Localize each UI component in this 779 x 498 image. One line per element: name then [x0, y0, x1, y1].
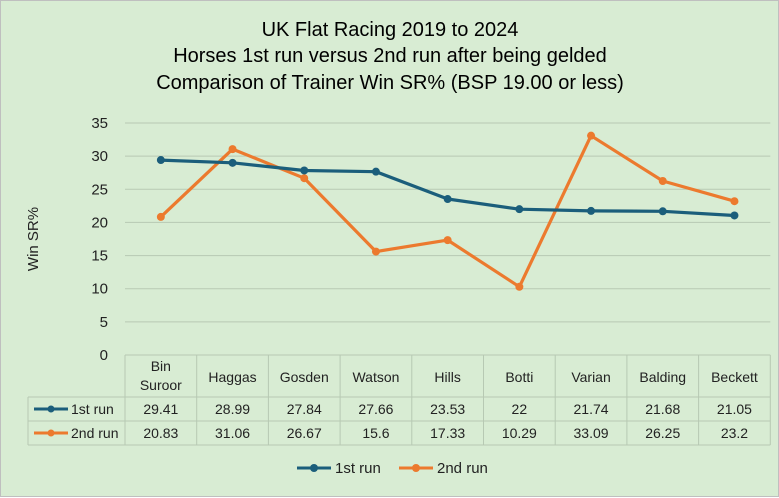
table-cell-s1-5: 22	[512, 401, 528, 417]
y-axis-label: Win SR%	[25, 207, 42, 271]
table-cell-s1-4: 23.53	[430, 401, 465, 417]
x-category-label-1: Haggas	[208, 369, 256, 385]
chart-title-line-1: UK Flat Racing 2019 to 2024	[262, 19, 519, 41]
data-point-s2-2	[300, 174, 309, 183]
x-category-label-5: Botti	[505, 369, 533, 385]
data-point-s2-6	[587, 131, 596, 140]
data-point-s1-5	[515, 205, 524, 214]
y-tick-label-20: 20	[91, 214, 108, 231]
x-category-label-0-line-2: Suroor	[140, 377, 182, 393]
legend-key-marker-1	[310, 464, 318, 472]
table-cell-s1-3: 27.66	[358, 401, 393, 417]
data-point-s1-2	[300, 166, 309, 175]
data-point-s1-1	[228, 158, 237, 167]
table-cell-s2-8: 23.2	[721, 425, 748, 441]
x-category-label-0-line-1: Bin	[151, 358, 171, 374]
data-point-s2-5	[515, 282, 524, 291]
data-point-s1-8	[730, 211, 739, 220]
table-series-name-1: 1st run	[71, 401, 114, 417]
table-cell-s1-8: 21.05	[717, 401, 752, 417]
table-cell-s2-7: 26.25	[645, 425, 680, 441]
table-legend-key-marker-1	[47, 405, 55, 413]
y-tick-label-10: 10	[91, 281, 108, 298]
table-cell-s2-6: 33.09	[574, 425, 609, 441]
y-tick-label-25: 25	[91, 181, 108, 198]
x-category-label-3: Watson	[352, 369, 399, 385]
y-tick-label-0: 0	[100, 347, 108, 364]
legend-label-1: 1st run	[335, 460, 381, 477]
data-point-s2-4	[443, 236, 452, 245]
y-tick-label-15: 15	[91, 248, 108, 265]
data-point-s2-0	[156, 212, 165, 221]
x-category-label-7: Balding	[639, 369, 686, 385]
table-series-name-2: 2nd run	[71, 425, 118, 441]
table-cell-s2-2: 26.67	[287, 425, 322, 441]
table-cell-s2-4: 17.33	[430, 425, 465, 441]
chart-title-line-2: Horses 1st run versus 2nd run after bein…	[173, 45, 607, 67]
data-point-s1-0	[156, 156, 165, 165]
table-cell-s1-6: 21.74	[574, 401, 609, 417]
table-cell-s1-1: 28.99	[215, 401, 250, 417]
y-tick-label-35: 35	[91, 115, 108, 132]
table-cell-s2-3: 15.6	[362, 425, 389, 441]
table-cell-s2-5: 10.29	[502, 425, 537, 441]
data-point-s2-3	[371, 247, 380, 256]
table-cell-s1-0: 29.41	[143, 401, 178, 417]
data-point-s1-7	[658, 207, 667, 216]
legend-label-2: 2nd run	[437, 460, 488, 477]
x-category-label-4: Hills	[434, 369, 460, 385]
table-legend-key-marker-2	[47, 429, 55, 437]
table-cell-s1-7: 21.68	[645, 401, 680, 417]
legend-key-marker-2	[412, 464, 420, 472]
data-point-s2-8	[730, 197, 739, 206]
table-cell-s1-2: 27.84	[287, 401, 322, 417]
data-point-s1-3	[371, 167, 380, 176]
data-point-s1-6	[587, 206, 596, 215]
y-tick-label-5: 5	[100, 314, 108, 331]
x-category-label-2: Gosden	[280, 369, 329, 385]
x-category-label-6: Varian	[571, 369, 610, 385]
y-tick-label-30: 30	[91, 148, 108, 165]
chart-title-line-3: Comparison of Trainer Win SR% (BSP 19.00…	[156, 72, 624, 94]
data-point-s1-4	[443, 195, 452, 204]
x-category-label-8: Beckett	[711, 369, 758, 385]
data-point-s2-1	[228, 145, 237, 154]
table-cell-s2-1: 31.06	[215, 425, 250, 441]
table-cell-s2-0: 20.83	[143, 425, 178, 441]
series-line-1	[159, 158, 737, 218]
data-point-s2-7	[658, 177, 667, 185]
